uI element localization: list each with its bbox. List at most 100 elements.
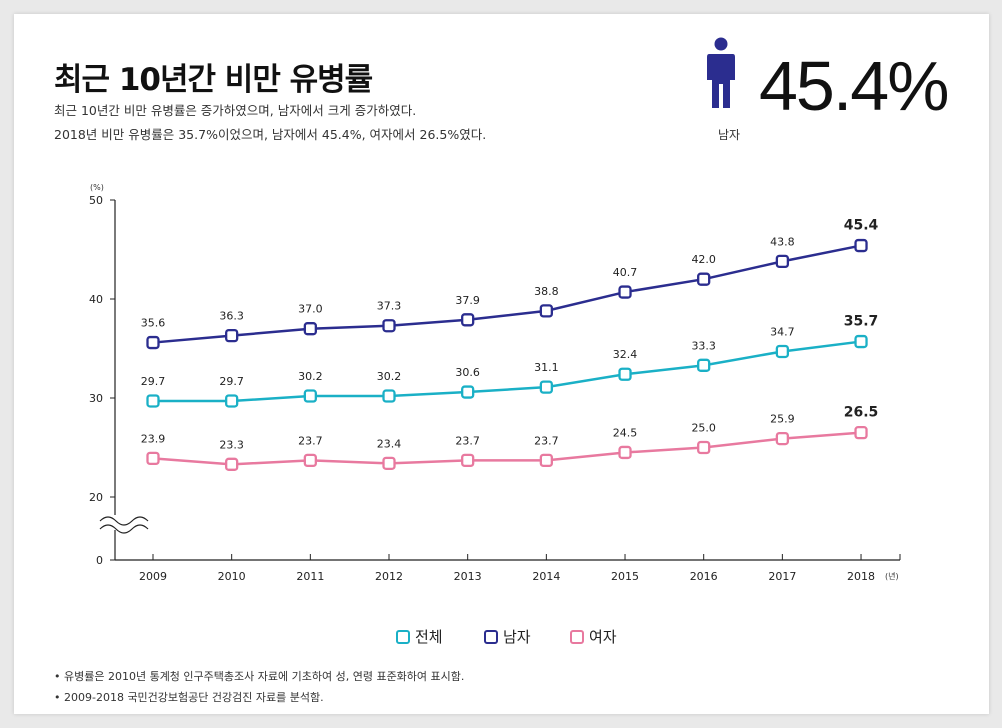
- legend-item-total: 전체: [396, 626, 443, 647]
- x-tick-label: 2010: [218, 570, 246, 583]
- footnote: • 2009-2018 국민건강보험공단 건강검진 자료를 분석함.: [54, 691, 324, 704]
- footnote: • 유병률은 2010년 통계청 인구주택총조사 자료에 기초하여 성, 연령 …: [54, 670, 465, 683]
- data-point: [225, 328, 239, 343]
- data-label: 25.9: [770, 413, 795, 426]
- x-tick-label: 2018: [847, 570, 875, 583]
- data-label: 31.1: [534, 361, 559, 374]
- data-point: [618, 285, 632, 299]
- data-point: [382, 456, 396, 470]
- highlight-value: 45.4%: [759, 47, 949, 125]
- x-tick-label: 2013: [454, 570, 482, 583]
- data-point: [854, 334, 868, 349]
- data-label: 33.3: [691, 339, 716, 352]
- x-tick-label: 2011: [296, 570, 324, 583]
- y-tick-label: 30: [89, 392, 103, 405]
- data-label: 23.3: [219, 438, 244, 451]
- data-label: 43.8: [770, 235, 795, 248]
- data-point: [539, 453, 553, 468]
- series-line: [153, 340, 862, 403]
- data-point: [618, 445, 632, 460]
- male-person-icon: [707, 37, 735, 108]
- x-tick-label: 2012: [375, 570, 403, 583]
- data-label: 26.5: [844, 405, 879, 421]
- axis-break: [99, 516, 149, 534]
- legend-item-male: 남자: [484, 626, 531, 647]
- data-label: 42.0: [691, 253, 716, 266]
- data-label: 35.7: [844, 314, 879, 330]
- y-tick-label: 40: [89, 293, 103, 306]
- data-point: [146, 335, 160, 350]
- subtitle-line: 최근 10년간 비만 유병률은 증가하였으며, 남자에서 크게 증가하였다.: [54, 103, 417, 118]
- legend-label: 남자: [503, 628, 531, 646]
- data-point: [854, 238, 868, 253]
- subtitle-line: 2018년 비만 유병률은 35.7%이었으며, 남자에서 45.4%, 여자에…: [54, 127, 487, 142]
- series-line: [152, 244, 862, 344]
- data-label: 30.2: [298, 370, 323, 383]
- y-tick-label: 20: [89, 491, 103, 504]
- data-point: [618, 367, 632, 381]
- data-label: 24.5: [613, 426, 638, 439]
- data-point: [382, 319, 396, 333]
- card: 최근 10년간 비만 유병률 최근 10년간 비만 유병률은 증가하였으며, 남…: [14, 14, 989, 714]
- data-label: 32.4: [613, 348, 638, 361]
- data-point: [697, 272, 711, 286]
- data-label: 23.9: [141, 432, 166, 445]
- page-title: 최근 10년간 비만 유병률: [54, 62, 373, 98]
- data-point: [461, 313, 475, 327]
- data-label: 37.0: [298, 303, 323, 316]
- legend-label: 여자: [589, 628, 617, 646]
- y-tick-label: 50: [89, 194, 103, 207]
- data-point: [697, 358, 711, 372]
- y-unit: (%): [90, 183, 104, 192]
- x-tick-label: 2015: [611, 570, 639, 583]
- x-tick-label: 2009: [139, 570, 167, 583]
- data-point: [775, 431, 790, 446]
- legend-label: 전체: [415, 628, 443, 646]
- x-tick-label: 2017: [768, 570, 796, 583]
- data-point: [146, 451, 160, 466]
- data-label: 37.9: [455, 294, 480, 307]
- x-tick-label: 2014: [532, 570, 560, 583]
- y-tick-label: 0: [96, 554, 103, 567]
- data-point: [303, 389, 317, 403]
- data-label: 38.8: [534, 285, 559, 298]
- data-point: [854, 425, 868, 440]
- data-label: 36.3: [219, 310, 244, 323]
- data-point: [461, 385, 475, 399]
- legend-marker: [396, 629, 410, 644]
- data-point: [303, 453, 317, 468]
- data-point: [225, 457, 239, 471]
- data-label: 23.7: [455, 434, 480, 447]
- data-label: 45.4: [844, 218, 879, 234]
- data-label: 35.6: [141, 317, 166, 330]
- data-label: 23.7: [298, 434, 323, 447]
- data-label: 34.7: [770, 325, 795, 338]
- data-label: 25.0: [691, 422, 716, 435]
- data-point: [775, 344, 790, 359]
- data-label: 29.7: [219, 375, 244, 388]
- legend-item-female: 여자: [570, 626, 617, 647]
- data-label: 23.4: [377, 437, 402, 450]
- data-point: [382, 389, 396, 403]
- data-label: 30.6: [455, 366, 480, 379]
- data-label: 37.3: [377, 300, 402, 313]
- x-tick-label: 2016: [690, 570, 718, 583]
- data-label: 30.2: [377, 370, 402, 383]
- data-point: [461, 453, 475, 468]
- data-point: [539, 304, 553, 318]
- data-point: [146, 394, 160, 408]
- data-label: 40.7: [613, 266, 638, 279]
- data-point: [697, 440, 711, 455]
- data-point: [303, 322, 317, 336]
- data-point: [539, 380, 553, 394]
- legend-marker: [484, 629, 498, 644]
- highlight-label: 남자: [718, 128, 741, 142]
- legend-marker: [570, 629, 584, 644]
- data-label: 23.7: [534, 434, 559, 447]
- data-point: [225, 394, 239, 408]
- x-unit: (년): [885, 571, 899, 581]
- data-label: 29.7: [141, 375, 166, 388]
- data-point: [775, 254, 790, 269]
- series-line: [152, 431, 862, 466]
